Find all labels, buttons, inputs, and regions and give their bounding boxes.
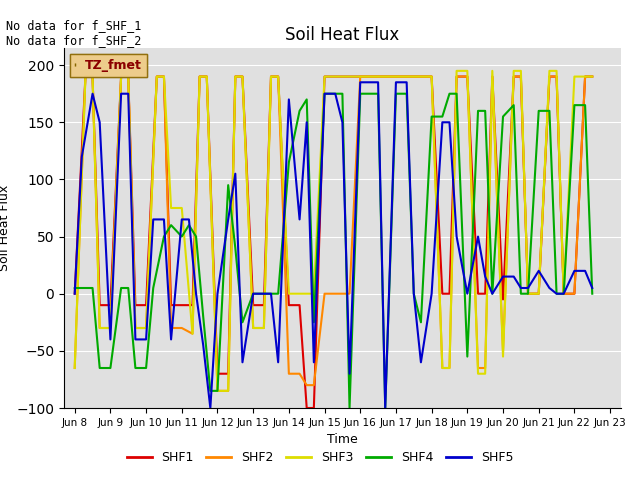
SHF1 — [588, 74, 596, 80]
SHF5 — [207, 405, 214, 411]
SHF1 — [81, 74, 89, 80]
SHF4 — [199, 314, 207, 320]
SHF1 — [356, 74, 364, 80]
SHF2 — [463, 74, 471, 80]
SHF3 — [71, 365, 79, 371]
SHF4 — [214, 388, 221, 394]
SHF4 — [160, 234, 168, 240]
X-axis label: Time: Time — [327, 433, 358, 446]
SHF3 — [463, 68, 471, 74]
SHF2 — [81, 74, 89, 80]
SHF1 — [214, 371, 221, 377]
SHF4 — [239, 319, 246, 325]
SHF3 — [214, 388, 221, 394]
Legend: TZ_fmet: TZ_fmet — [70, 54, 147, 77]
Legend: SHF1, SHF2, SHF3, SHF4, SHF5: SHF1, SHF2, SHF3, SHF4, SHF5 — [122, 446, 518, 469]
SHF3 — [346, 74, 353, 80]
SHF1 — [463, 74, 471, 80]
SHF3 — [588, 74, 596, 80]
SHF4 — [321, 91, 328, 96]
Line: SHF5: SHF5 — [75, 82, 592, 408]
Line: SHF4: SHF4 — [75, 94, 592, 408]
SHF2 — [96, 325, 104, 331]
SHF2 — [588, 74, 596, 80]
SHF4 — [232, 245, 239, 251]
SHF4 — [410, 291, 418, 297]
SHF5 — [199, 342, 207, 348]
SHF5 — [410, 291, 418, 297]
Line: SHF2: SHF2 — [75, 77, 592, 391]
SHF2 — [132, 325, 140, 331]
Title: Soil Heat Flux: Soil Heat Flux — [285, 25, 399, 44]
Line: SHF1: SHF1 — [75, 77, 592, 408]
SHF3 — [153, 74, 161, 80]
SHF5 — [356, 79, 364, 85]
SHF1 — [132, 302, 140, 308]
SHF4 — [588, 291, 596, 297]
Text: No data for f_SHF_1
No data for f_SHF_2: No data for f_SHF_1 No data for f_SHF_2 — [6, 19, 142, 47]
SHF2 — [356, 74, 364, 80]
Y-axis label: Soil Heat Flux: Soil Heat Flux — [0, 185, 11, 271]
SHF5 — [160, 216, 168, 222]
SHF3 — [124, 74, 132, 80]
SHF2 — [160, 74, 168, 80]
Line: SHF3: SHF3 — [75, 71, 592, 391]
SHF5 — [250, 291, 257, 297]
SHF5 — [588, 285, 596, 291]
SHF2 — [214, 388, 221, 394]
SHF3 — [89, 74, 97, 80]
SHF4 — [346, 405, 353, 411]
SHF5 — [225, 216, 232, 222]
SHF5 — [239, 360, 246, 365]
SHF1 — [71, 291, 79, 297]
SHF3 — [452, 68, 460, 74]
SHF1 — [303, 405, 310, 411]
SHF1 — [96, 302, 104, 308]
SHF4 — [71, 285, 79, 291]
SHF2 — [71, 365, 79, 371]
SHF2 — [225, 388, 232, 394]
SHF1 — [160, 74, 168, 80]
SHF3 — [203, 74, 211, 80]
SHF5 — [71, 291, 79, 297]
